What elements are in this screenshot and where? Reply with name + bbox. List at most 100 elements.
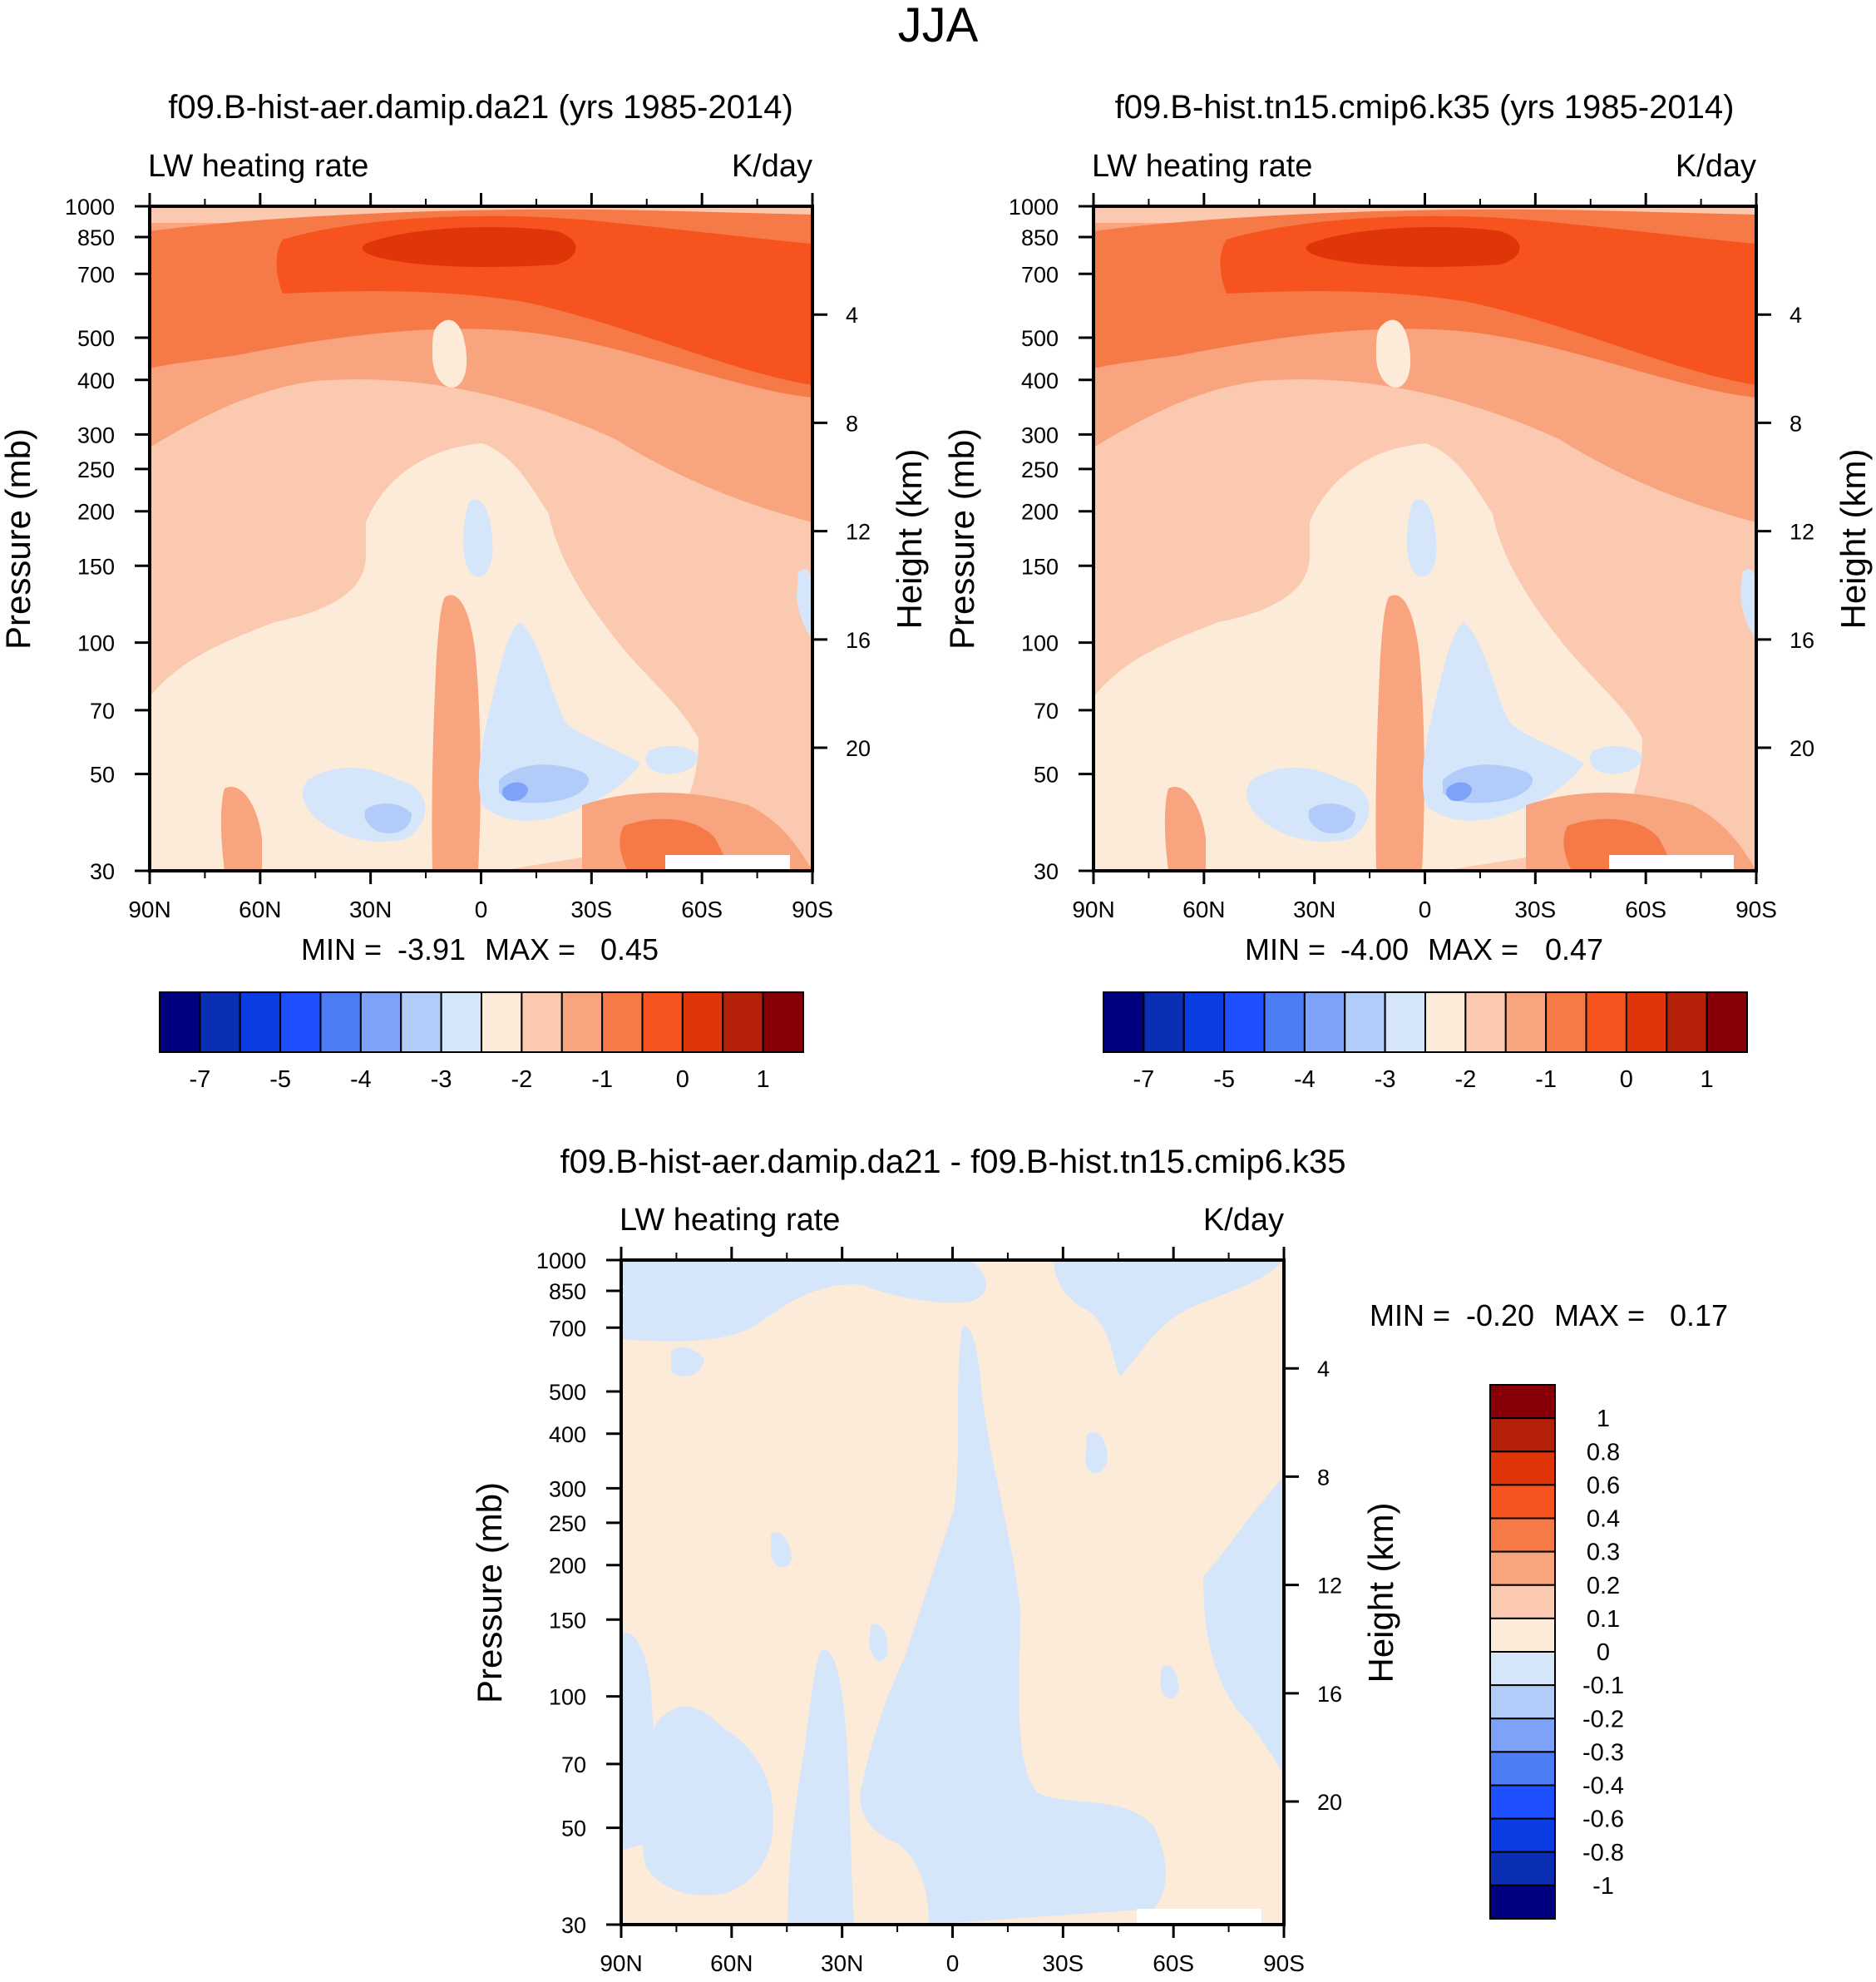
x-tick-label: 60S <box>681 897 723 922</box>
y-tick-label: 70 <box>90 699 115 724</box>
colorbar-box <box>1182 991 1226 1053</box>
y-tick-label: 250 <box>549 1511 586 1536</box>
y2-tick-label: 12 <box>846 520 871 545</box>
contour-field <box>1094 206 1756 871</box>
colorbar-label: -7 <box>1133 1066 1154 1093</box>
diff-blue-speck2 <box>771 1532 792 1568</box>
colorbar-label: -5 <box>269 1066 291 1093</box>
colorbar-label: -0.6 <box>1582 1807 1624 1833</box>
x-tick-label: 0 <box>475 897 488 922</box>
y-tick-label: 400 <box>1021 368 1059 393</box>
max-label: MAX = <box>485 932 575 966</box>
colorbar-label: -4 <box>350 1066 372 1093</box>
diff-blue-speck4 <box>869 1624 888 1662</box>
colorbar-label: -0.1 <box>1582 1673 1624 1699</box>
colorbar-box <box>1489 1417 1556 1453</box>
colorbar-box <box>1585 991 1627 1053</box>
y-tick-label: 1000 <box>536 1248 586 1273</box>
contour-orange-left <box>1164 787 1206 871</box>
x-tick-label: 90S <box>1735 897 1777 922</box>
y-tick-label: 250 <box>77 457 115 482</box>
y-tick-label: 850 <box>549 1279 586 1304</box>
colorbar-box <box>1489 1517 1556 1553</box>
colorbar-box <box>1103 991 1145 1053</box>
y2-tick-label: 12 <box>1317 1574 1342 1599</box>
colorbar-label: -0.2 <box>1582 1706 1624 1732</box>
contour-blue-right <box>1589 745 1642 774</box>
contour-blue-left-core <box>364 803 412 833</box>
contour-blue-left-core <box>1308 803 1355 833</box>
y-tick-label: 400 <box>77 368 115 393</box>
y-tick-label: 500 <box>1021 326 1059 351</box>
colorbar-label: 0 <box>1597 1639 1610 1666</box>
units-label: K/day <box>1203 1203 1284 1238</box>
y-tick-label: 850 <box>77 225 115 250</box>
y-tick-label: 30 <box>90 859 115 884</box>
colorbar-label: -5 <box>1213 1066 1235 1093</box>
colorbar-box <box>1489 1584 1556 1619</box>
variable-label: LW heating rate <box>620 1203 840 1238</box>
panel-difference: f09.B-hist-aer.damip.da21 - f09.B-hist.t… <box>470 1144 1728 1976</box>
colorbar-box <box>1489 1784 1556 1820</box>
y-tick-label: 700 <box>77 262 115 287</box>
colorbar-label: -1 <box>591 1066 613 1093</box>
colorbar-box <box>400 991 442 1053</box>
min-label: MIN = <box>1245 932 1326 966</box>
y-tick-label: 50 <box>1034 763 1059 788</box>
colorbar-label: 0 <box>1620 1066 1633 1093</box>
colorbar-box <box>1706 991 1748 1053</box>
colorbar-box <box>722 991 764 1053</box>
colorbar-label: 1 <box>1701 1066 1714 1093</box>
diff-blue-speck1 <box>1085 1431 1108 1474</box>
colorbar-label: 0.3 <box>1587 1540 1620 1566</box>
y-tick-label: 70 <box>1034 699 1059 724</box>
colorbar-box <box>601 991 644 1053</box>
y-tick-label: 500 <box>77 326 115 351</box>
colorbar-label: 0.6 <box>1587 1472 1620 1499</box>
variable-label: LW heating rate <box>148 149 368 184</box>
y2-tick-label: 20 <box>846 736 871 761</box>
x-tick-label: 30S <box>1042 1950 1084 1976</box>
colorbar: -7 -5 -4 -3 -2 -1 0 1 <box>159 991 804 1093</box>
colorbar-label: 0.1 <box>1587 1606 1620 1633</box>
y2-tick-label: 8 <box>846 411 858 436</box>
x-tick-label: 90N <box>1072 897 1114 922</box>
y-tick-label: 1000 <box>1009 195 1059 220</box>
x-tick-label: 60S <box>1153 1950 1194 1976</box>
colorbar-box <box>1489 1550 1556 1586</box>
x-tick-label: 90S <box>1263 1950 1305 1976</box>
x-tick-label: 30N <box>1293 897 1335 922</box>
units-label: K/day <box>1676 149 1756 184</box>
colorbar-label: -7 <box>189 1066 210 1093</box>
x-tick-label: 60S <box>1625 897 1666 922</box>
colorbar-box <box>440 991 482 1053</box>
y2-tick-label: 8 <box>1790 411 1802 436</box>
y-tick-label: 100 <box>77 631 115 656</box>
contour-core <box>362 227 576 267</box>
x-tick-label: 60N <box>1182 897 1225 922</box>
contour-column-red <box>1375 595 1424 871</box>
diff-blue-topleft <box>621 1260 986 1342</box>
y2-tick-label: 4 <box>1317 1357 1330 1381</box>
x-tick-label: 90N <box>600 1950 642 1976</box>
y-tick-label: 1000 <box>65 195 115 220</box>
contour-blue-lower-core <box>502 782 528 802</box>
colorbar-box <box>279 991 322 1053</box>
x-tick-label: 30N <box>349 897 392 922</box>
colorbar-label: 0.8 <box>1587 1439 1620 1465</box>
colorbar-label: -2 <box>511 1066 532 1093</box>
y2-tick-label: 16 <box>846 628 871 653</box>
figure-title: JJA <box>898 0 979 52</box>
diff-blue-topright <box>1054 1260 1284 1377</box>
diff-blue-left-lower <box>641 1706 773 1896</box>
y-tick-label: 700 <box>1021 262 1059 287</box>
contour-right-edge-blue <box>1740 569 1756 639</box>
contour-right-edge-blue <box>797 569 812 639</box>
x-tick-label: 0 <box>1419 897 1432 922</box>
y-tick-label: 30 <box>1034 859 1059 884</box>
missing-data <box>1137 1909 1261 1925</box>
colorbar-label: -3 <box>1375 1066 1396 1093</box>
colorbar-box <box>1384 991 1426 1053</box>
contour-trop-tongue <box>432 319 467 388</box>
colorbar-label: 0.4 <box>1587 1506 1620 1533</box>
